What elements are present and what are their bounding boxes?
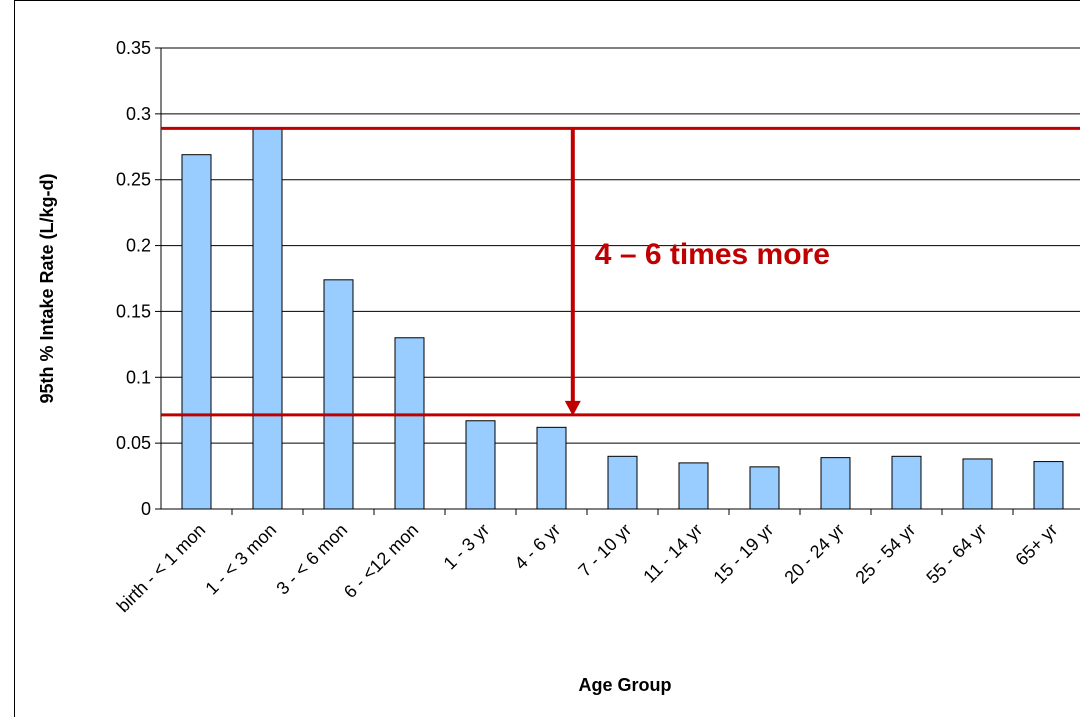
bar xyxy=(536,426,567,510)
axes xyxy=(155,47,1080,515)
y-tick-label: 0 xyxy=(141,499,151,519)
y-tick-label: 0.35 xyxy=(116,38,151,58)
bar xyxy=(394,337,425,510)
bar xyxy=(891,455,922,510)
bar xyxy=(181,154,212,510)
bar xyxy=(678,462,709,510)
y-tick-label: 0.15 xyxy=(116,301,151,321)
x-tick-label: 65+ yr xyxy=(1011,520,1061,570)
x-tick-label: 1 - < 3 mon xyxy=(201,520,280,599)
bar xyxy=(323,279,354,510)
bar xyxy=(607,455,638,510)
y-axis-title: 95th % Intake Rate (L/kg-d) xyxy=(37,173,57,403)
x-tick-label: 20 - 24 yr xyxy=(780,520,848,588)
x-tick-label: 15 - 19 yr xyxy=(709,520,777,588)
y-tick-label: 0.3 xyxy=(126,104,151,124)
x-tick-label: 3 - < 6 mon xyxy=(272,520,351,599)
bar xyxy=(1033,461,1064,510)
bar xyxy=(820,457,851,510)
x-tick-label: 11 - 14 yr xyxy=(639,520,706,587)
y-tick-label: 0.1 xyxy=(126,367,151,387)
y-tick-label: 0.2 xyxy=(126,236,151,256)
x-tick-label: 25 - 54 yr xyxy=(851,520,919,588)
annotation-label: 4 – 6 times more xyxy=(595,238,830,271)
x-tick-label: 1 - 3 yr xyxy=(440,520,494,574)
bar xyxy=(749,466,780,510)
annotation-arrow-head xyxy=(564,400,581,416)
y-tick-label: 0.05 xyxy=(116,433,151,453)
x-tick-label: 6 - <12 mon xyxy=(340,520,422,602)
bars xyxy=(181,127,1064,510)
bar-chart: 0 0.05 0.1 0.15 0.2 0.25 0.3 0.35 birth - < 1 m… xyxy=(37,38,1080,695)
x-tick-label: birth - < 1 mon xyxy=(113,520,210,617)
gridlines xyxy=(161,47,1080,444)
x-tick-label: 4 - 6 yr xyxy=(511,520,565,574)
reference-lines xyxy=(161,126,1080,417)
chart-frame: 0 0.05 0.1 0.15 0.2 0.25 0.3 0.35 birth - < 1 m… xyxy=(14,0,1080,717)
x-tick-label: 7 - 10 yr xyxy=(574,520,635,581)
bar xyxy=(962,458,993,510)
x-axis-title: Age Group xyxy=(579,675,672,695)
x-tick-label: 55 - 64 yr xyxy=(922,520,990,588)
y-tick-labels: 0 0.05 0.1 0.15 0.2 0.25 0.3 0.35 xyxy=(116,38,151,519)
y-tick-label: 0.25 xyxy=(116,170,151,190)
bar xyxy=(252,127,283,510)
bar xyxy=(465,420,496,510)
